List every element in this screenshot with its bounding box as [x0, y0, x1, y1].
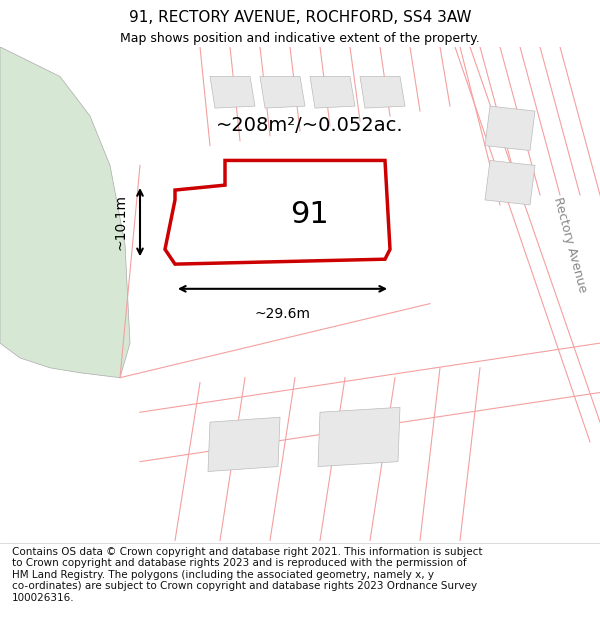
- Polygon shape: [310, 76, 355, 108]
- Polygon shape: [240, 170, 370, 249]
- Text: ~29.6m: ~29.6m: [254, 307, 311, 321]
- Text: ~208m²/~0.052ac.: ~208m²/~0.052ac.: [216, 116, 404, 136]
- Text: ~10.1m: ~10.1m: [114, 194, 128, 250]
- Text: 91, RECTORY AVENUE, ROCHFORD, SS4 3AW: 91, RECTORY AVENUE, ROCHFORD, SS4 3AW: [129, 10, 471, 25]
- Polygon shape: [165, 161, 390, 264]
- Text: Rectory Avenue: Rectory Avenue: [551, 195, 589, 294]
- Polygon shape: [210, 76, 255, 108]
- Text: Map shows position and indicative extent of the property.: Map shows position and indicative extent…: [120, 32, 480, 45]
- Polygon shape: [208, 418, 280, 471]
- Text: 91: 91: [290, 200, 329, 229]
- Polygon shape: [485, 106, 535, 151]
- Polygon shape: [318, 408, 400, 466]
- Polygon shape: [360, 76, 405, 108]
- Text: Contains OS data © Crown copyright and database right 2021. This information is : Contains OS data © Crown copyright and d…: [12, 546, 482, 603]
- Polygon shape: [0, 47, 130, 378]
- Polygon shape: [485, 161, 535, 205]
- Polygon shape: [260, 76, 305, 108]
